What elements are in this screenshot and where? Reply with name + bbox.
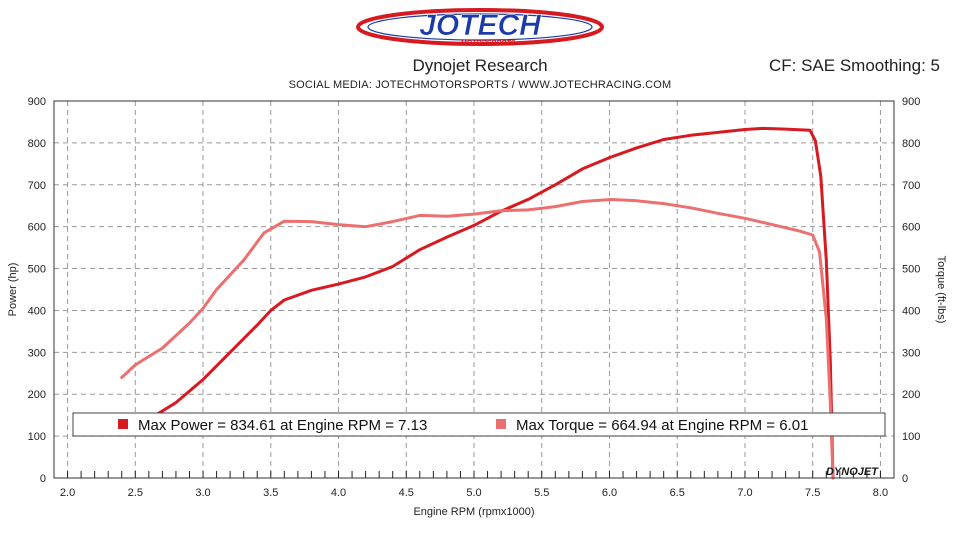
y-left-tick-label: 200 xyxy=(28,389,46,401)
x-tick-label: 7.0 xyxy=(737,487,752,499)
legend-box xyxy=(72,412,886,437)
y-right-tick-label: 900 xyxy=(902,96,920,108)
y-right-tick-label: 100 xyxy=(902,431,920,443)
y-left-tick-label: 700 xyxy=(28,180,46,192)
y-right-tick-label: 600 xyxy=(902,222,920,234)
y-axis-label-left: Power (hp) xyxy=(7,263,19,317)
x-tick-label: 4.0 xyxy=(331,487,346,499)
y-left-tick-label: 300 xyxy=(28,347,46,359)
jotech-logo: JOTECH MOTORSPORTS xyxy=(356,8,604,47)
y-right-tick-labels: 0 100 200 300 400 500 600 700 800 900 xyxy=(902,96,920,485)
x-tick-label: 6.0 xyxy=(602,487,617,499)
x-tick-label: 2.5 xyxy=(128,487,143,499)
chart-subtitle: SOCIAL MEDIA: JOTECHMOTORSPORTS / WWW.JO… xyxy=(288,79,672,91)
y-left-tick-label: 800 xyxy=(28,138,46,150)
x-tick-label: 4.5 xyxy=(399,487,414,499)
y-left-tick-labels: 0 100 200 300 400 500 600 700 800 900 xyxy=(28,96,46,485)
x-tick-label: 5.5 xyxy=(534,487,549,499)
y-right-tick-label: 300 xyxy=(902,347,920,359)
y-right-tick-label: 400 xyxy=(902,305,920,317)
y-left-tick-label: 600 xyxy=(28,222,46,234)
logo-brand-sub: MOTORSPORTS xyxy=(461,40,516,47)
y-right-tick-label: 500 xyxy=(902,264,920,276)
y-right-tick-label: 700 xyxy=(902,180,920,192)
logo-brand-text: JOTECH xyxy=(419,9,542,42)
logo-ring xyxy=(356,8,604,46)
y-right-tick-label: 200 xyxy=(902,389,920,401)
legend-swatch-power xyxy=(118,419,128,429)
x-axis-label: Engine RPM (rpmx1000) xyxy=(413,506,534,518)
chart-title: Dynojet Research xyxy=(412,56,548,75)
dynojet-watermark: DYNOJET xyxy=(826,466,879,478)
x-tick-label: 3.5 xyxy=(263,487,278,499)
legend-swatch-torque xyxy=(496,419,506,429)
x-tick-label: 5.0 xyxy=(466,487,481,499)
x-tick-label: 6.5 xyxy=(670,487,685,499)
y-right-tick-label: 0 xyxy=(902,473,908,485)
logo-inner-ring xyxy=(367,13,593,41)
y-left-tick-label: 0 xyxy=(40,473,46,485)
y-left-tick-label: 500 xyxy=(28,264,46,276)
series-layer xyxy=(120,126,835,480)
y-axis-label-right: Torque (ft-lbs) xyxy=(935,256,947,324)
legend: Max Power = 834.61 at Engine RPM = 7.13 … xyxy=(72,412,886,437)
correction-factor-info: CF: SAE Smoothing: 5 xyxy=(768,56,940,75)
series-line-torque xyxy=(120,198,835,480)
y-left-tick-label: 400 xyxy=(28,305,46,317)
x-tick-label: 8.0 xyxy=(873,487,888,499)
y-right-tick-label: 800 xyxy=(902,138,920,150)
x-tick-label: 7.5 xyxy=(805,487,820,499)
y-left-tick-label: 900 xyxy=(28,96,46,108)
series-line-power xyxy=(154,126,835,480)
legend-text-torque: Max Torque = 664.94 at Engine RPM = 6.01 xyxy=(516,417,808,434)
watermark-text: DYNOJET xyxy=(826,466,879,478)
y-left-tick-label: 100 xyxy=(28,431,46,443)
x-tick-label: 2.0 xyxy=(60,487,75,499)
x-tick-labels: 2.0 2.5 3.0 3.5 4.0 4.5 5.0 5.5 6.0 6.5 7.0 7.5 8.0 xyxy=(60,487,888,499)
x-tick-label: 3.0 xyxy=(195,487,210,499)
minor-ticks xyxy=(67,471,881,478)
legend-text-power: Max Power = 834.61 at Engine RPM = 7.13 xyxy=(138,417,427,434)
